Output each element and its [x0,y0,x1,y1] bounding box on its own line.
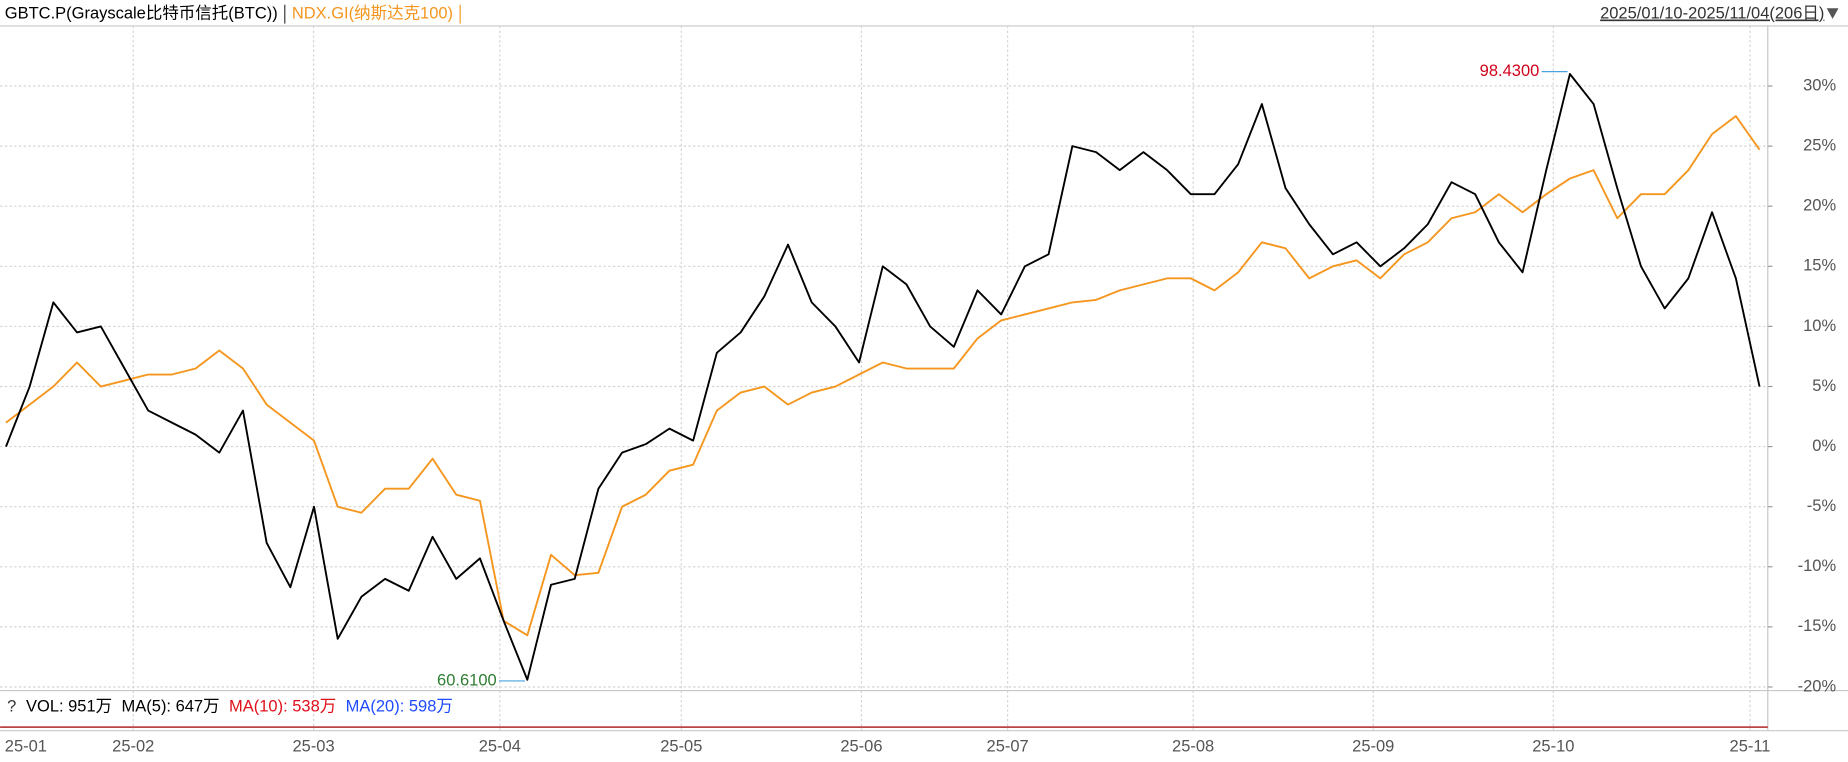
volume-label: MA(5): 647万 [122,697,220,715]
annotation: 98.4300 [1480,62,1540,80]
legend-entry[interactable]: NDX.GI(纳斯达克100) [292,4,453,23]
x-tick-label: 25-11 [1730,738,1771,756]
y-tick-label: -20% [1798,677,1837,695]
y-tick-label: 0% [1812,437,1836,455]
x-tick-label: 25-01 [5,738,47,756]
y-tick-label: 30% [1803,76,1836,94]
series-line [5,73,1761,681]
x-tick-label: 25-10 [1532,738,1574,756]
x-tick-label: 25-06 [840,738,882,756]
y-tick-label: -5% [1807,497,1837,515]
series-line [5,115,1761,637]
help-icon[interactable]: ? [7,697,16,715]
x-tick-label: 25-07 [987,738,1029,756]
x-tick-label: 25-02 [112,738,154,756]
x-tick-label: 25-09 [1352,738,1394,756]
dropdown-icon[interactable] [1826,8,1839,19]
volume-label: MA(20): 598万 [346,697,453,715]
date-range[interactable]: 2025/01/10-2025/11/04(206日) [1600,5,1824,23]
legend-entry[interactable]: GBTC.P(Grayscale比特币信托(BTC)) [5,4,278,23]
x-tick-label: 25-04 [479,738,521,756]
y-tick-label: 5% [1812,377,1836,395]
volume-label: MA(10): 538万 [229,697,336,715]
y-tick-label: -10% [1798,557,1837,575]
volume-label: VOL: 951万 [26,697,112,715]
y-tick-label: 15% [1803,257,1836,275]
x-tick-label: 25-03 [292,738,334,756]
x-tick-label: 25-08 [1172,738,1214,756]
y-tick-label: -15% [1798,617,1837,635]
annotation: 60.6100 [437,671,497,689]
header: GBTC.P(Grayscale比特币信托(BTC)) NDX.GI(纳斯达克1… [5,4,1839,23]
x-tick-label: 25-05 [660,738,702,756]
y-tick-label: 10% [1803,317,1836,335]
y-tick-label: 20% [1803,197,1836,215]
y-tick-label: 25% [1803,136,1836,154]
